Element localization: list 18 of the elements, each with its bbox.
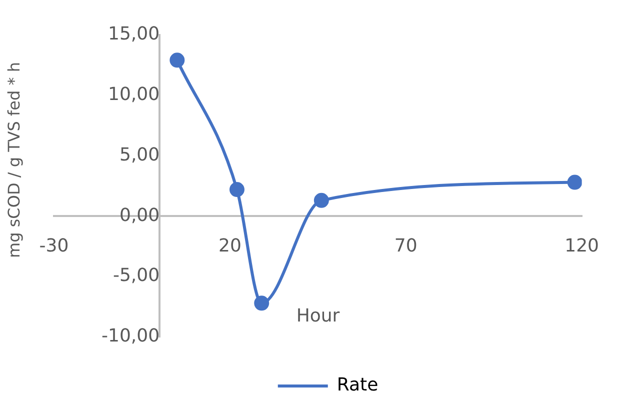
- x-tick-label: 120: [564, 236, 599, 257]
- x-tick-label: 70: [394, 236, 418, 257]
- y-tick-label: 5,00: [119, 144, 160, 166]
- legend-label: Rate: [336, 374, 378, 396]
- x-axis-title: Hour: [296, 306, 340, 326]
- point: [229, 182, 244, 198]
- point: [170, 52, 185, 68]
- y-tick-label: 0,00: [119, 204, 160, 226]
- y-tick-label: 15,00: [108, 23, 160, 44]
- point: [254, 296, 270, 311]
- y-axis-title: mg sCOD / g TVS fed * h: [4, 62, 24, 258]
- point: [567, 174, 582, 190]
- y-tick-label: -10,00: [102, 326, 160, 347]
- y-tick-label: 10,00: [108, 84, 160, 105]
- y-tick-label: -5,00: [112, 265, 160, 286]
- x-tick-label: -30: [39, 236, 69, 257]
- x-tick-label: 20: [218, 236, 242, 257]
- point: [314, 192, 329, 208]
